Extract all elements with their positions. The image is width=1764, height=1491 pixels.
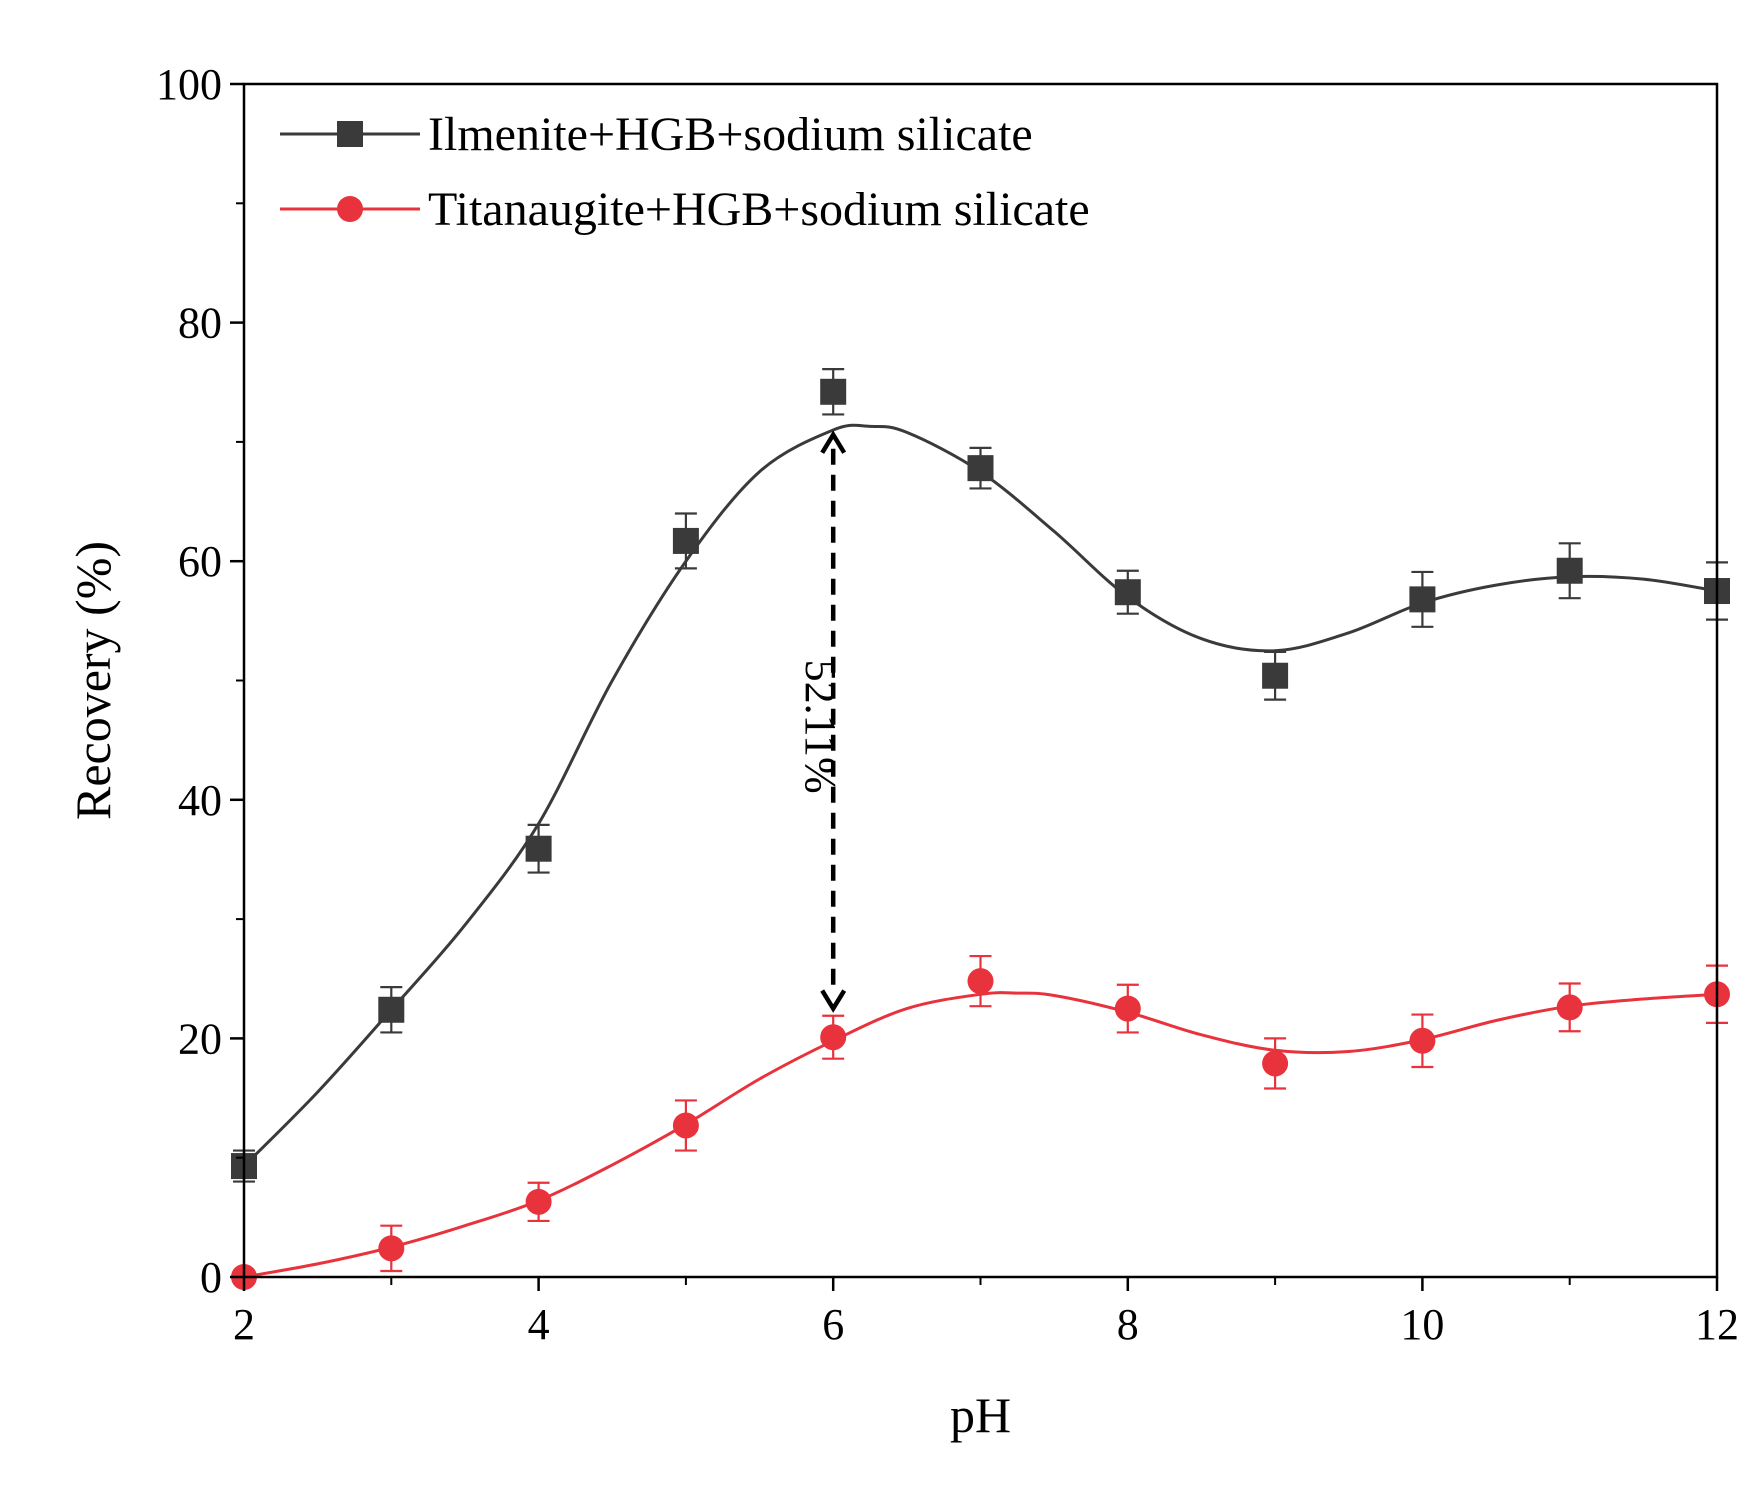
- y-tick-label: 60: [178, 537, 222, 586]
- x-tick-label: 2: [233, 1300, 255, 1349]
- data-point-circle: [672, 1112, 699, 1139]
- series-line: [243, 991, 1718, 1279]
- x-tick-label: 10: [1400, 1300, 1444, 1349]
- y-tick-label: 100: [156, 60, 222, 109]
- data-point-circle: [1409, 1027, 1436, 1054]
- data-point-circle: [525, 1188, 552, 1215]
- data-point-circle: [967, 968, 994, 995]
- annotation-layer: 52.11%: [796, 430, 847, 1013]
- y-tick-label: 40: [178, 776, 222, 825]
- data-point-square: [1556, 557, 1583, 584]
- legend-label: Ilmenite+HGB+sodium silicate: [428, 108, 1033, 161]
- data-point-square: [378, 996, 405, 1023]
- data-point-circle: [1556, 994, 1583, 1021]
- legend: Ilmenite+HGB+sodium silicate Titanaugite+…: [280, 108, 1090, 236]
- legend-label: Titanaugite+HGB+sodium silicate: [428, 183, 1090, 236]
- x-axis-label: pH: [950, 1387, 1011, 1443]
- y-axis-label: Recovery (%): [65, 541, 121, 820]
- x-tick-label: 6: [822, 1300, 844, 1349]
- data-point-square: [525, 835, 552, 862]
- legend-marker-circle: [337, 196, 363, 222]
- x-tick-label: 8: [1117, 1300, 1139, 1349]
- data-point-square: [672, 527, 699, 554]
- data-point-square: [1262, 662, 1289, 689]
- data-point-circle: [1114, 995, 1141, 1022]
- y-tick-label: 80: [178, 299, 222, 348]
- y-tick-label: 20: [178, 1014, 222, 1063]
- data-point-circle: [1262, 1050, 1289, 1077]
- data-point-circle: [820, 1024, 847, 1051]
- x-tick-label: 4: [528, 1300, 550, 1349]
- data-point-square: [820, 378, 847, 405]
- data-point-square: [967, 455, 994, 482]
- data-point-circle: [378, 1235, 405, 1262]
- legend-marker-square: [337, 121, 363, 147]
- y-tick-label: 0: [200, 1253, 222, 1302]
- annotation-arrow-head-top: [820, 430, 847, 454]
- data-point-square: [1114, 579, 1141, 606]
- annotation-arrow-head-bottom: [820, 989, 847, 1013]
- data-point-square: [1409, 586, 1436, 613]
- x-tick-label: 12: [1695, 1300, 1739, 1349]
- axes-layer: 2 4 6 8 10 12 0 20 40 60 80 100: [156, 60, 1739, 1349]
- series-ilmenite: [231, 368, 1730, 1183]
- annotation-label: 52.11%: [796, 660, 845, 794]
